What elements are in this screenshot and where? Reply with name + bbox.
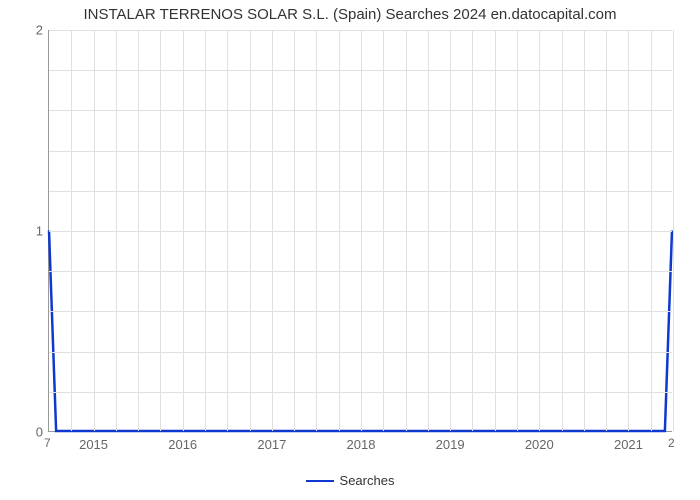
- x-axis-tick-label: 2019: [436, 431, 465, 452]
- grid-line-horizontal: [49, 30, 672, 31]
- chart-plot-area: 0122015201620172018201920202021: [48, 30, 672, 432]
- grid-line-horizontal: [49, 271, 672, 272]
- y-axis-tick-label: 1: [36, 224, 49, 239]
- legend-label: Searches: [340, 473, 395, 488]
- x-axis-tick-label: 2020: [525, 431, 554, 452]
- grid-line-horizontal: [49, 311, 672, 312]
- grid-line-horizontal: [49, 352, 672, 353]
- chart-legend: Searches: [0, 472, 700, 488]
- x-axis-tick-label: 2016: [168, 431, 197, 452]
- corner-annotation-bl: 7: [44, 436, 51, 450]
- x-axis-tick-label: 2017: [257, 431, 286, 452]
- grid-line-horizontal: [49, 231, 672, 232]
- grid-line-horizontal: [49, 151, 672, 152]
- grid-line-vertical: [673, 30, 674, 431]
- x-axis-tick-label: 2021: [614, 431, 643, 452]
- grid-line-horizontal: [49, 110, 672, 111]
- corner-annotation-br: 2: [668, 436, 675, 450]
- grid-line-horizontal: [49, 70, 672, 71]
- x-axis-tick-label: 2015: [79, 431, 108, 452]
- chart-title: INSTALAR TERRENOS SOLAR S.L. (Spain) Sea…: [0, 6, 700, 23]
- grid-line-horizontal: [49, 392, 672, 393]
- grid-line-horizontal: [49, 191, 672, 192]
- x-axis-tick-label: 2018: [347, 431, 376, 452]
- y-axis-tick-label: 2: [36, 23, 49, 38]
- legend-swatch-icon: [306, 480, 334, 482]
